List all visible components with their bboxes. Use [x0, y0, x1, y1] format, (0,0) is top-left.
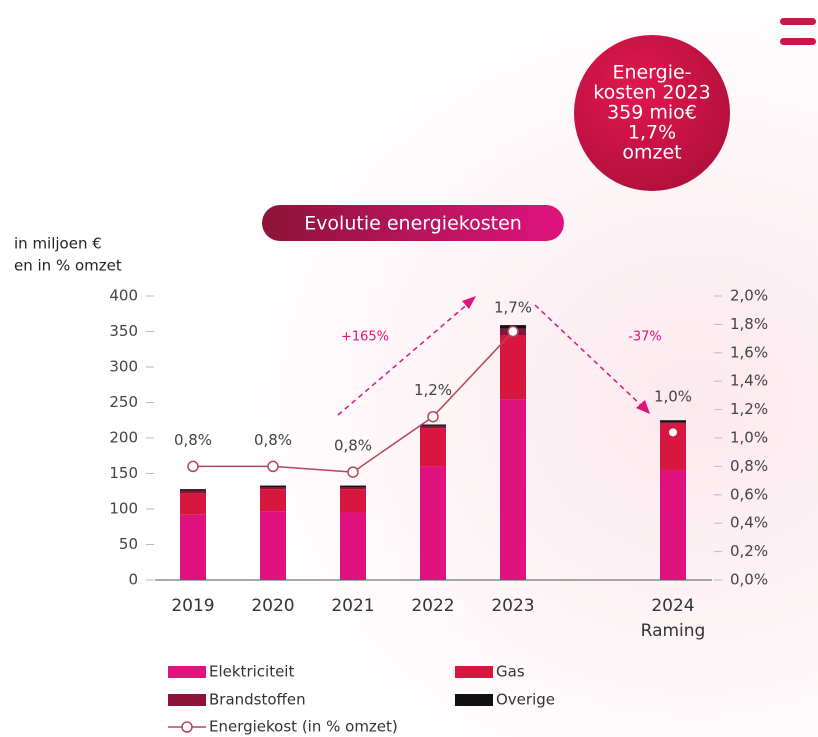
data-label: 0,8% [254, 431, 292, 449]
x-tick-label: 2023 [491, 596, 534, 616]
legend-label: Energiekost (in % omzet) [209, 718, 398, 736]
bar-segment [260, 489, 286, 512]
menu-icon[interactable] [780, 18, 816, 45]
badge [574, 35, 730, 191]
legend-swatch [455, 694, 493, 706]
legend-marker [181, 721, 193, 733]
bar-segment [260, 485, 286, 487]
line-marker [427, 410, 439, 423]
x-sublabel: Raming [641, 621, 706, 641]
arrow-head [462, 296, 476, 309]
bar-segment [660, 422, 686, 424]
y2-tick-label: 0,4% [730, 514, 768, 532]
line-marker [187, 460, 199, 473]
y2-tick-label: 1,8% [730, 315, 768, 333]
y-tick-label: 0 [128, 571, 138, 589]
bar-segment [180, 490, 206, 494]
line-segment [432, 330, 514, 418]
bar-segment [500, 335, 526, 400]
bar-segment [180, 514, 206, 580]
menu-bar [780, 18, 816, 25]
bar-segment [420, 424, 446, 426]
y-tick-label: 350 [109, 322, 138, 340]
annotation: +165% [341, 330, 389, 345]
legend-swatch [168, 666, 206, 678]
data-label: 1,0% [654, 388, 692, 406]
y2-tick-label: 0,6% [730, 485, 768, 503]
data-label: 1,7% [494, 299, 532, 317]
y-axis-label: in miljoen € [14, 235, 102, 253]
badge-text: 1,7% [628, 122, 676, 144]
y-tick-label: 100 [109, 500, 138, 518]
bar-segment [500, 399, 526, 580]
trend-arrow [337, 301, 471, 416]
legend-label: Gas [496, 663, 525, 681]
line-marker [669, 428, 677, 437]
trend-arrow [534, 304, 644, 408]
legend-swatch [455, 666, 493, 678]
bar-segment [420, 425, 446, 429]
line-segment [352, 416, 434, 473]
y2-tick-label: 1,0% [730, 429, 768, 447]
y2-tick-label: 2,0% [730, 287, 768, 305]
legend-label: Overige [496, 691, 555, 709]
legend-label: Elektriciteit [209, 663, 294, 681]
y2-tick-label: 0,0% [730, 571, 768, 589]
x-tick-label: 2021 [331, 596, 374, 616]
bar-segment [180, 493, 206, 515]
y-tick-label: 300 [109, 358, 138, 376]
bar-segment [180, 489, 206, 491]
y2-tick-label: 1,2% [730, 400, 768, 418]
y2-tick-label: 1,6% [730, 343, 768, 361]
badge-text: Energie- [612, 62, 691, 84]
y-tick-label: 400 [109, 287, 138, 305]
badge-text: omzet [622, 142, 681, 164]
annotation: -37% [628, 330, 662, 345]
y2-tick-label: 1,4% [730, 372, 768, 390]
line-segment [272, 465, 354, 473]
bar-segment [340, 486, 366, 490]
y-tick-label: 250 [109, 393, 138, 411]
y-tick-label: 50 [119, 535, 138, 553]
data-label: 0,8% [334, 437, 372, 455]
bar-segment [340, 489, 366, 513]
badge-text: kosten 2023 [593, 82, 710, 104]
y2-tick-label: 0,8% [730, 457, 768, 475]
title-pill [262, 205, 564, 241]
bar-segment [340, 512, 366, 580]
y-tick-label: 200 [109, 429, 138, 447]
data-label: 0,8% [174, 431, 212, 449]
x-tick-label: 2020 [251, 596, 294, 616]
arrow-head [636, 400, 650, 414]
bar-segment [260, 511, 286, 580]
x-tick-label: 2022 [411, 596, 454, 616]
line-marker [507, 325, 519, 338]
legend-swatch [168, 694, 206, 706]
bar-segment [660, 420, 686, 423]
badge-text: 359 mio€ [607, 102, 697, 124]
bar-segment [660, 469, 686, 580]
data-label: 1,2% [414, 381, 452, 399]
legend-label: Brandstoffen [209, 691, 306, 709]
y-axis-label: en in % omzet [14, 257, 122, 275]
x-tick-label: 2024 [651, 596, 694, 616]
bar-segment [420, 428, 446, 467]
y-tick-label: 150 [109, 464, 138, 482]
bar-segment [340, 485, 366, 487]
chart-title: Evolutie energiekosten [304, 213, 522, 235]
y2-tick-label: 0,2% [730, 542, 768, 560]
menu-bar [780, 38, 816, 45]
line-marker [347, 466, 359, 478]
bar-segment [260, 486, 286, 490]
x-tick-label: 2019 [171, 596, 214, 616]
bar-segment [420, 466, 446, 580]
line-marker [267, 460, 279, 473]
